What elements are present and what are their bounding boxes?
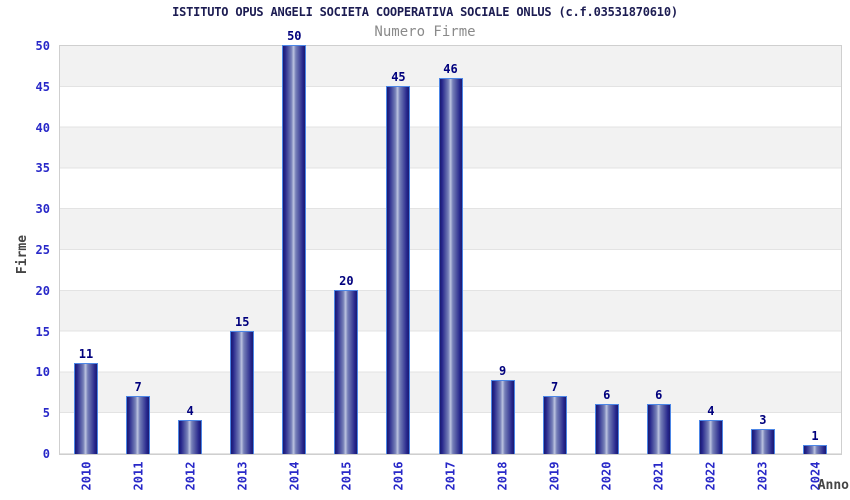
- x-tick-label: 2019: [547, 461, 562, 491]
- x-tick-label: 2013: [235, 461, 250, 491]
- bar-2018: [490, 380, 515, 454]
- chart-title: ISTITUTO OPUS ANGELI SOCIETA COOPERATIVA…: [172, 5, 678, 19]
- x-tick-2011: 2011: [123, 458, 153, 494]
- bar-value-label: 11: [78, 347, 94, 361]
- x-tick-label: 2010: [79, 461, 94, 491]
- y-tick-45: 45: [35, 79, 50, 94]
- bar-value-label: 9: [498, 364, 507, 378]
- bar-2017: [438, 78, 463, 454]
- bar-value-label: 46: [443, 62, 458, 76]
- x-tick-label: 2018: [495, 461, 510, 491]
- y-tick-15: 15: [35, 324, 50, 339]
- chart-subtitle: Numero Firme: [374, 24, 476, 40]
- bar-value-label: 20: [339, 274, 354, 288]
- x-tick-2010: 2010: [71, 458, 101, 494]
- bar-value-label: 6: [603, 388, 611, 402]
- y-tick-0: 0: [42, 447, 50, 461]
- x-tick-2016: 2016: [383, 458, 413, 494]
- x-tick-2012: 2012: [175, 458, 205, 494]
- x-tick-2021: 2021: [644, 458, 674, 494]
- bar-2021: [646, 404, 671, 454]
- bar-value-label: 1: [811, 429, 819, 443]
- x-tick-label: 2022: [703, 461, 718, 491]
- x-tick-label: 2023: [755, 461, 770, 491]
- x-tick-2018: 2018: [488, 458, 518, 494]
- x-tick-label: 2012: [183, 461, 198, 491]
- x-tick-label: 2017: [443, 461, 458, 491]
- bar-2015: [334, 290, 359, 454]
- x-tick-2019: 2019: [540, 458, 570, 494]
- y-tick-30: 30: [35, 202, 50, 217]
- bar-value-label: 7: [134, 380, 142, 394]
- bar-value-label: 50: [287, 29, 302, 43]
- x-tick-label: 2020: [599, 461, 614, 491]
- x-tick-2023: 2023: [748, 458, 778, 494]
- bar-2013: [230, 331, 255, 454]
- y-tick-20: 20: [35, 283, 50, 298]
- x-tick-2017: 2017: [436, 458, 466, 494]
- x-tick-label: 2011: [131, 461, 146, 491]
- bar-2022: [698, 420, 723, 454]
- y-tick-40: 40: [35, 120, 50, 135]
- bar-2020: [594, 404, 619, 454]
- x-axis-title: Anno: [817, 478, 849, 493]
- plot-area: 11 7 4 15 50 20 45 46 9 7 6 6 4 3 1: [59, 29, 842, 455]
- bar-value-label: 4: [707, 404, 715, 418]
- y-tick-25: 25: [35, 243, 50, 257]
- bar-value-label: 45: [391, 70, 406, 84]
- x-tick-2015: 2015: [331, 458, 361, 494]
- bar-2010: [74, 363, 99, 454]
- y-tick-35: 35: [35, 161, 50, 176]
- x-tick-2022: 2022: [696, 458, 726, 494]
- x-tick-2014: 2014: [279, 458, 309, 494]
- bar-2019: [542, 396, 567, 454]
- bar-2012: [178, 420, 203, 454]
- bar-value-label: 7: [551, 380, 559, 394]
- x-tick-2013: 2013: [227, 458, 257, 494]
- y-tick-50: 50: [35, 39, 50, 53]
- x-tick-label: 2021: [651, 461, 666, 491]
- x-tick-label: 2016: [391, 461, 406, 491]
- bar-2016: [386, 86, 411, 454]
- bar-value-label: 6: [655, 388, 663, 402]
- bar-value-label: 3: [759, 413, 767, 427]
- bar-2023: [750, 429, 775, 454]
- bar-value-label: 4: [186, 404, 194, 418]
- x-tick-2020: 2020: [592, 458, 622, 494]
- x-tick-label: 2015: [339, 461, 354, 491]
- y-tick-10: 10: [35, 365, 50, 380]
- bar-value-label: 15: [234, 315, 250, 329]
- bar-2011: [126, 396, 151, 454]
- bar-2014: [282, 45, 307, 454]
- x-tick-label: 2014: [287, 461, 302, 491]
- bar-2024: [802, 445, 827, 454]
- y-tick-5: 5: [42, 406, 50, 421]
